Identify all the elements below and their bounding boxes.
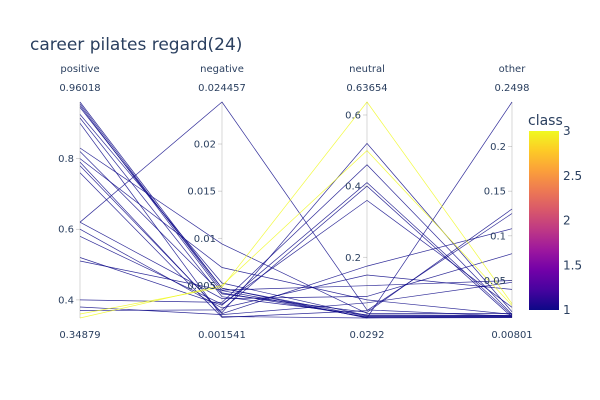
tick-label: 0.4 <box>345 182 361 193</box>
axis-title: neutral <box>349 64 385 75</box>
data-line-20 <box>79 281 513 315</box>
axis-neutral: 0.2 0.4 0.6 neutral 0.63654 0.0292 <box>345 64 388 341</box>
axis-min-label: 0.34879 <box>59 330 100 341</box>
data-line-3 <box>79 107 513 317</box>
data-line-0 <box>79 101 513 319</box>
data-line-15 <box>79 199 513 308</box>
axis-max-label: 0.2498 <box>495 83 530 94</box>
data-line-12 <box>79 101 513 317</box>
axis-max-label: 0.024457 <box>198 83 246 94</box>
data-line-14 <box>79 228 513 309</box>
axis-max-label: 0.63654 <box>346 83 387 94</box>
tick-label: 0.15 <box>484 187 506 198</box>
data-line-2 <box>79 105 513 318</box>
data-line-23 <box>79 150 513 319</box>
axis-title: negative <box>200 64 244 75</box>
tick-label: 0.015 <box>187 187 216 198</box>
axis-other: 0.05 0.1 0.15 0.2 other 0.2498 0.00801 <box>484 64 533 341</box>
data-line-22 <box>79 101 513 315</box>
data-line-16 <box>79 182 513 316</box>
data-line-4 <box>79 114 513 317</box>
tick-label: 0.05 <box>484 276 506 287</box>
axis-min-label: 0.0292 <box>350 330 385 341</box>
tick-label: 0.6 <box>345 110 361 121</box>
axis-max-label: 0.96018 <box>59 83 100 94</box>
colorbar-tick-label: 2.5 <box>563 169 582 183</box>
data-line-10 <box>79 142 513 314</box>
tick-label: 0.1 <box>490 231 506 242</box>
data-line-11 <box>79 172 513 318</box>
chart-title: career pilates regard(24) <box>30 35 242 55</box>
colorbar-tick-label: 2 <box>563 214 571 228</box>
tick-label: 0.02 <box>194 140 216 151</box>
data-line-9 <box>79 158 513 315</box>
colorbar: class 1 1.5 2 2.5 3 <box>528 113 582 317</box>
data-line-21 <box>79 185 513 318</box>
data-line-7 <box>79 147 513 314</box>
colorbar-title: class <box>528 113 563 129</box>
axis-title: other <box>499 64 527 75</box>
axes-layer: 0.4 0.6 0.8 positive 0.96018 0.34879 0.005 0.01… <box>58 64 533 341</box>
data-line-19 <box>79 164 513 315</box>
data-line-13 <box>79 221 513 299</box>
data-line-6 <box>79 101 513 319</box>
tick-label: 0.01 <box>194 234 216 245</box>
tick-label: 0.005 <box>187 281 216 292</box>
polylines-layer <box>79 101 513 319</box>
data-line-18 <box>79 161 513 315</box>
tick-label: 0.2 <box>345 253 361 264</box>
axis-positive: 0.4 0.6 0.8 positive 0.96018 0.34879 <box>58 64 101 341</box>
tick-label: 0.2 <box>490 142 506 153</box>
axis-min-label: 0.00801 <box>491 330 532 341</box>
axis-min-label: 0.001541 <box>198 330 246 341</box>
tick-label: 0.4 <box>58 295 74 306</box>
data-line-17 <box>79 260 513 291</box>
colorbar-tick-label: 1 <box>563 303 571 317</box>
tick-label: 0.8 <box>58 154 74 165</box>
colorbar-tick-label: 1.5 <box>563 258 582 272</box>
tick-label: 0.6 <box>58 225 74 236</box>
axis-negative: 0.005 0.01 0.015 0.02 negative 0.024457 0.0015… <box>187 64 246 341</box>
axis-title: positive <box>60 64 99 75</box>
colorbar-gradient <box>529 131 559 310</box>
colorbar-ticks: 1 1.5 2 2.5 3 <box>563 124 582 317</box>
data-line-5 <box>79 117 513 316</box>
data-line-8 <box>79 151 513 313</box>
data-line-1 <box>79 103 513 318</box>
colorbar-tick-label: 3 <box>563 124 571 138</box>
